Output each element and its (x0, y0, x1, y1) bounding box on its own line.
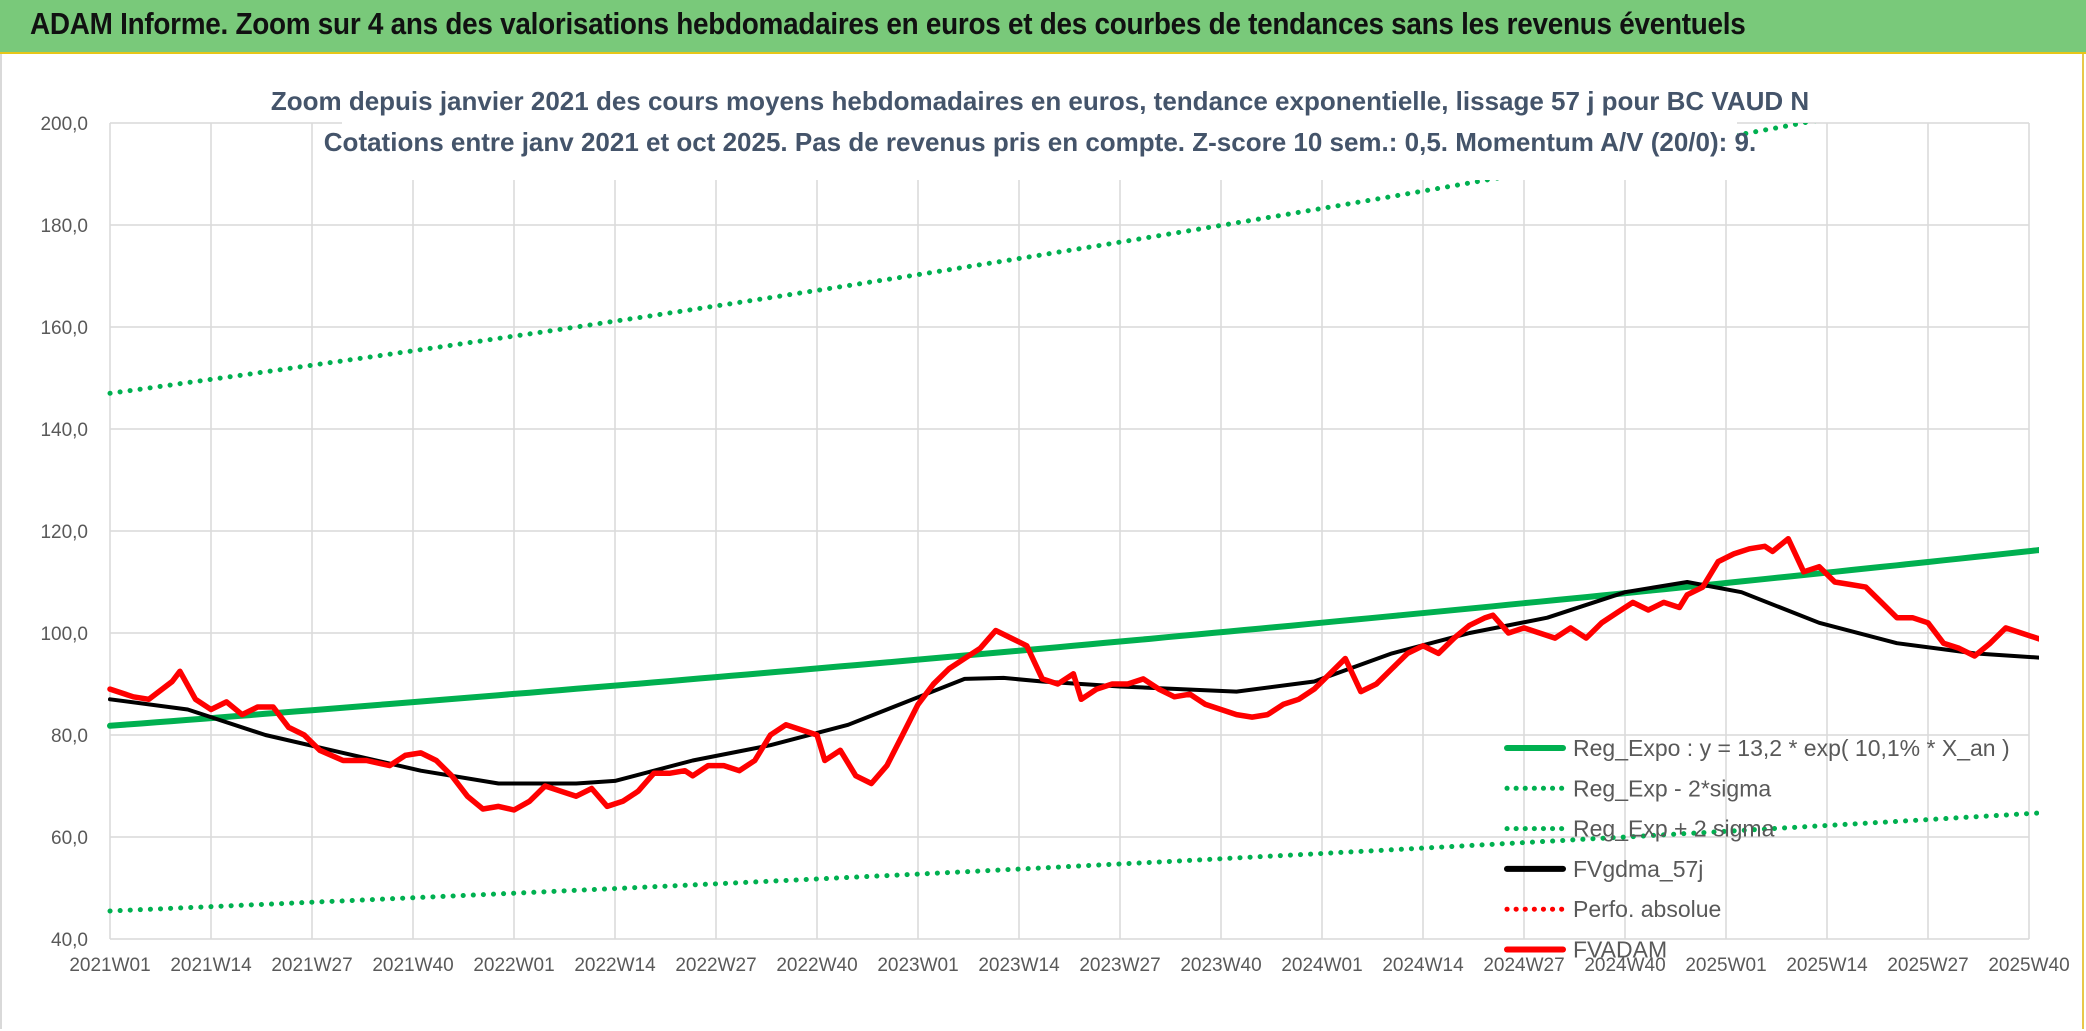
series-reg-expo (107, 547, 2039, 729)
x-tick-label: 2025W14 (1786, 955, 1868, 976)
chart-frame: 40,0 60,0 80,0 100,0 120,0 140,0 160,0 180,0 200… (0, 54, 2084, 1029)
y-tick-label: 160,0 (40, 318, 88, 339)
x-tick-label: 2021W01 (69, 955, 150, 976)
x-tick-label: 2023W14 (978, 955, 1060, 976)
y-tick-label: 140,0 (40, 420, 88, 441)
series-fvgdma-57j (108, 580, 2039, 786)
x-tick-label: 2022W40 (776, 955, 857, 976)
legend-label: FVgdma_57j (1573, 856, 1703, 882)
legend-label: Reg_Exp - 2*sigma (1573, 775, 1771, 801)
legend: Reg_Expo : y = 13,2 * exp( 10,1% * X_an … (1504, 735, 2010, 963)
y-tick-label: 180,0 (40, 216, 88, 237)
legend-label: FVADAM (1573, 937, 1667, 963)
series-reg-exp-2-sigma (107, 810, 2039, 914)
x-tick-label: 2021W40 (372, 955, 453, 976)
y-tick-label: 80,0 (51, 726, 88, 747)
legend-label: Perfo. absolue (1573, 896, 1721, 922)
y-tick-label: 60,0 (51, 828, 88, 849)
x-tick-label: 2025W40 (1988, 955, 2069, 976)
x-tick-label: 2022W01 (473, 955, 554, 976)
chart-title-line-1: Zoom depuis janvier 2021 des cours moyen… (271, 86, 1809, 116)
series-reg-exp-2-sigma (107, 123, 1817, 396)
y-tick-label: 200,0 (40, 114, 88, 135)
legend-label: Reg_Exp + 2 sigma (1573, 816, 1775, 842)
x-tick-label: 2024W27 (1483, 955, 1564, 976)
report-header-bar: ADAM Informe. Zoom sur 4 ans des valoris… (0, 0, 2086, 54)
grid (109, 122, 2030, 940)
y-tick-label: 120,0 (40, 522, 88, 543)
x-tick-label: 2021W14 (170, 955, 252, 976)
y-tick-label: 100,0 (40, 624, 88, 645)
legend-label: Reg_Expo : y = 13,2 * exp( 10,1% * X_an … (1573, 735, 2010, 761)
x-tick-label: 2025W01 (1685, 955, 1766, 976)
x-tick-label: 2023W27 (1079, 955, 1160, 976)
x-tick-label: 2024W14 (1382, 955, 1464, 976)
chart-title: Zoom depuis janvier 2021 des cours moyen… (271, 80, 1809, 180)
x-tick-label: 2022W27 (675, 955, 756, 976)
x-tick-label: 2024W01 (1281, 955, 1362, 976)
x-tick-label: 2024W40 (1584, 955, 1665, 976)
chart-title-background (342, 80, 1737, 180)
report-title: ADAM Informe. Zoom sur 4 ans des valoris… (30, 6, 1746, 41)
y-tick-label: 40,0 (51, 930, 88, 951)
x-tick-label: 2023W01 (877, 955, 958, 976)
x-tick-label: 2023W40 (1180, 955, 1261, 976)
series-fvadam (107, 535, 2039, 813)
x-tick-label: 2021W27 (271, 955, 352, 976)
axes: 40,0 60,0 80,0 100,0 120,0 140,0 160,0 180,0 200… (40, 114, 2069, 976)
x-tick-label: 2025W27 (1887, 955, 1968, 976)
trend-chart: 40,0 60,0 80,0 100,0 120,0 140,0 160,0 180,0 200… (40, 80, 2070, 976)
series-layer (107, 123, 2039, 914)
x-tick-label: 2022W14 (574, 955, 656, 976)
chart-title-line-2: Cotations entre janv 2021 et oct 2025. P… (324, 127, 1756, 157)
